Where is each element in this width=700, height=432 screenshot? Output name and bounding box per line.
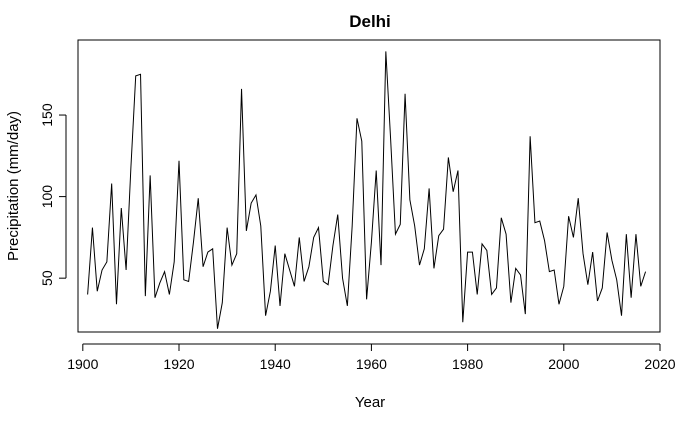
x-tick-label: 1900 xyxy=(67,356,98,372)
series-line xyxy=(87,51,647,329)
y-axis: 50 100 150 xyxy=(39,103,67,286)
y-tick-label: 150 xyxy=(39,103,55,127)
y-tick-label: 100 xyxy=(39,185,55,209)
x-tick-label: 2000 xyxy=(548,356,579,372)
x-axis: 1900 1920 1940 1960 1980 2000 2020 xyxy=(67,343,676,372)
chart-title: Delhi xyxy=(349,12,391,31)
x-tick-label: 1920 xyxy=(163,356,194,372)
x-tick-label: 1940 xyxy=(260,356,291,372)
x-tick-label: 1980 xyxy=(452,356,483,372)
x-tick-label: 1960 xyxy=(356,356,387,372)
y-axis-label: Precipitation (mm/day) xyxy=(5,111,22,261)
series-layer xyxy=(87,51,647,329)
plot-frame xyxy=(77,39,661,333)
x-axis-label: Year xyxy=(355,394,385,411)
x-tick-label: 2020 xyxy=(644,356,675,372)
y-tick-label: 50 xyxy=(39,270,55,286)
